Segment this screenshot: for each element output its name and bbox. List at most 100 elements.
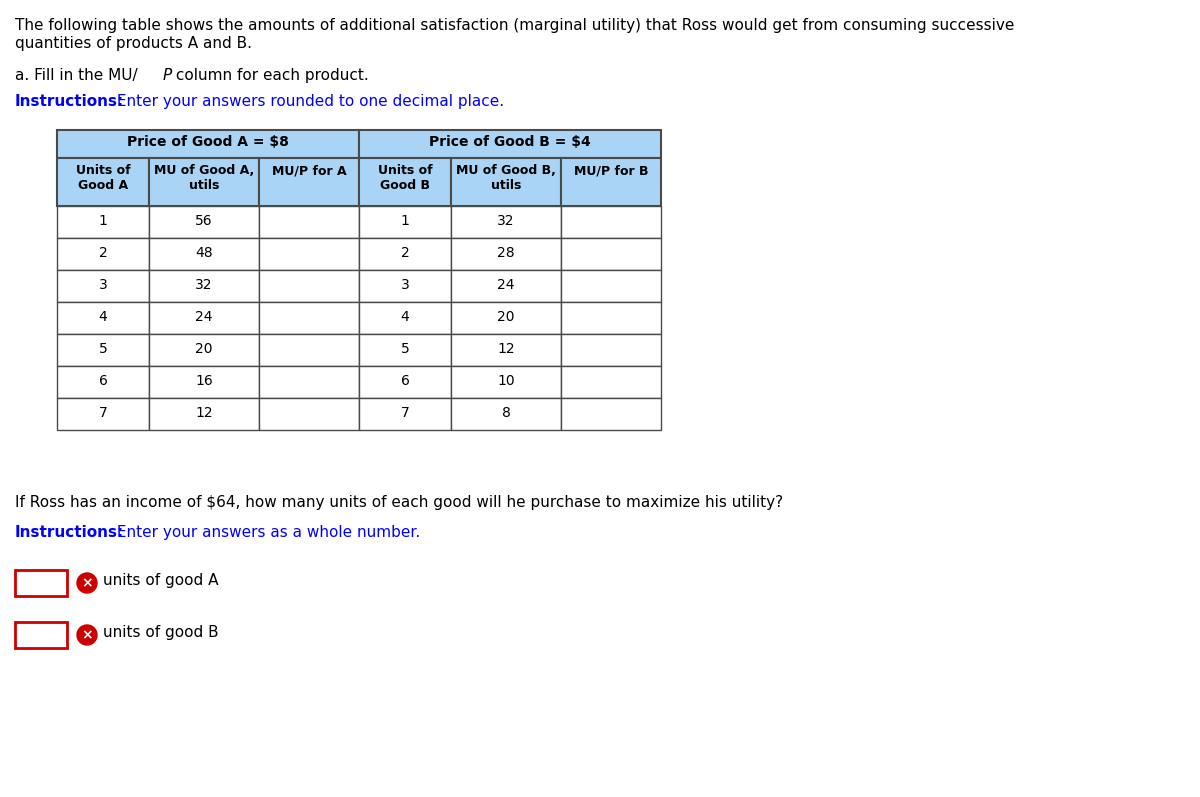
Bar — [562, 158, 661, 206]
Text: 48: 48 — [196, 246, 212, 260]
Text: Instructions:: Instructions: — [14, 94, 125, 109]
Bar — [359, 238, 451, 270]
Text: Instructions:: Instructions: — [14, 525, 125, 540]
Text: Price of Good B = $4: Price of Good B = $4 — [430, 135, 590, 149]
Bar — [451, 270, 562, 302]
Text: 28: 28 — [497, 246, 515, 260]
Bar — [359, 398, 451, 430]
Text: MU of Good A,
utils: MU of Good A, utils — [154, 164, 254, 192]
Text: 7: 7 — [98, 406, 107, 420]
Bar — [359, 334, 451, 366]
Bar — [562, 302, 661, 334]
Text: ×: × — [82, 576, 92, 590]
Bar — [359, 302, 451, 334]
Text: 1: 1 — [98, 214, 108, 228]
Text: column for each product.: column for each product. — [172, 68, 368, 83]
Text: 5: 5 — [401, 342, 409, 356]
Text: 24: 24 — [497, 278, 515, 292]
Text: 4: 4 — [401, 310, 409, 324]
Bar — [58, 206, 149, 238]
Bar — [259, 302, 359, 334]
Text: 16: 16 — [196, 374, 212, 388]
Text: 7: 7 — [401, 406, 409, 420]
Text: Price of Good A = $8: Price of Good A = $8 — [127, 135, 289, 149]
Text: Units of
Good B: Units of Good B — [378, 164, 432, 192]
Text: MU of Good B,
utils: MU of Good B, utils — [456, 164, 556, 192]
Text: 56: 56 — [196, 214, 212, 228]
Bar — [259, 366, 359, 398]
Bar — [149, 398, 259, 430]
Bar — [451, 398, 562, 430]
Text: 24: 24 — [196, 310, 212, 324]
Text: The following table shows the amounts of additional satisfaction (marginal utili: The following table shows the amounts of… — [14, 18, 1014, 33]
Text: 32: 32 — [497, 214, 515, 228]
Text: 12: 12 — [497, 342, 515, 356]
Bar — [259, 158, 359, 206]
Bar — [58, 238, 149, 270]
Bar — [149, 334, 259, 366]
Bar — [562, 206, 661, 238]
Circle shape — [77, 625, 97, 645]
Bar — [451, 302, 562, 334]
Text: 20: 20 — [497, 310, 515, 324]
Text: ×: × — [82, 628, 92, 642]
Text: units of good A: units of good A — [103, 573, 218, 588]
Text: 32: 32 — [196, 278, 212, 292]
Bar — [359, 206, 451, 238]
Bar — [359, 270, 451, 302]
Bar — [562, 270, 661, 302]
Text: 3: 3 — [401, 278, 409, 292]
Text: 2: 2 — [98, 246, 107, 260]
Bar — [451, 206, 562, 238]
Bar — [58, 398, 149, 430]
Text: 1: 1 — [401, 214, 409, 228]
Text: 12: 12 — [196, 406, 212, 420]
Bar — [149, 238, 259, 270]
Text: If Ross has an income of $64, how many units of each good will he purchase to ma: If Ross has an income of $64, how many u… — [14, 495, 784, 510]
Bar — [58, 366, 149, 398]
Text: P: P — [163, 68, 173, 83]
Text: units of good B: units of good B — [103, 625, 218, 640]
Text: 5: 5 — [98, 342, 107, 356]
Bar — [149, 270, 259, 302]
Bar — [562, 238, 661, 270]
Bar — [259, 398, 359, 430]
Bar — [562, 334, 661, 366]
Bar — [562, 398, 661, 430]
Bar — [58, 270, 149, 302]
Bar — [58, 130, 359, 158]
Bar — [149, 366, 259, 398]
Bar — [451, 158, 562, 206]
Text: Enter your answers as a whole number.: Enter your answers as a whole number. — [112, 525, 420, 540]
Text: 2: 2 — [401, 246, 409, 260]
Bar — [149, 158, 259, 206]
Text: 10: 10 — [497, 374, 515, 388]
Bar — [359, 158, 451, 206]
Bar — [451, 334, 562, 366]
Text: 6: 6 — [98, 374, 108, 388]
Bar — [451, 366, 562, 398]
Text: Enter your answers rounded to one decimal place.: Enter your answers rounded to one decima… — [112, 94, 504, 109]
Bar — [14, 570, 67, 596]
Text: a. Fill in the MU/: a. Fill in the MU/ — [14, 68, 138, 83]
Bar — [259, 238, 359, 270]
Bar — [359, 366, 451, 398]
Bar — [58, 158, 149, 206]
Circle shape — [77, 573, 97, 593]
Bar — [58, 334, 149, 366]
Text: quantities of products A and B.: quantities of products A and B. — [14, 36, 252, 51]
Bar — [451, 238, 562, 270]
Text: 20: 20 — [196, 342, 212, 356]
Bar — [14, 622, 67, 648]
Text: 8: 8 — [502, 406, 510, 420]
Bar — [259, 270, 359, 302]
Bar — [562, 366, 661, 398]
Bar — [149, 302, 259, 334]
Text: MU/P for A: MU/P for A — [271, 164, 347, 177]
Bar — [259, 334, 359, 366]
Bar — [259, 206, 359, 238]
Bar — [58, 302, 149, 334]
Text: MU/P for B: MU/P for B — [574, 164, 648, 177]
Text: 6: 6 — [401, 374, 409, 388]
Text: 3: 3 — [98, 278, 107, 292]
